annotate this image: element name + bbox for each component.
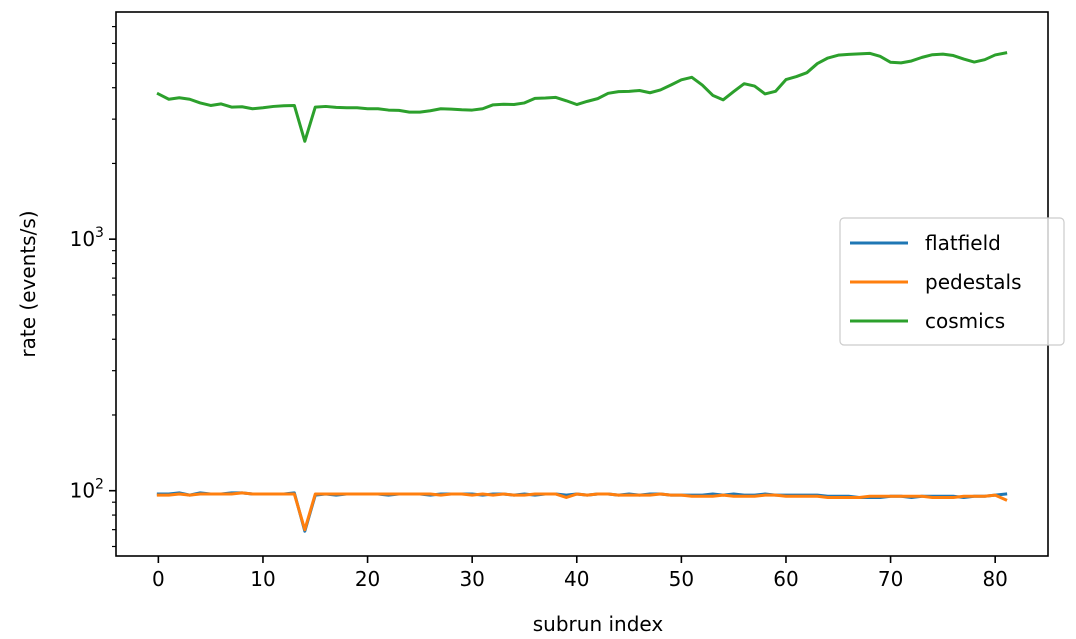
- x-tick-label: 10: [250, 567, 275, 591]
- y-tick-label: 102: [70, 477, 104, 503]
- x-tick-label: 30: [459, 567, 484, 591]
- series-line-pedestals: [156, 491, 1008, 532]
- x-axis-title: subrun index: [533, 612, 664, 636]
- y-axis-title: rate (events/s): [16, 210, 40, 357]
- x-tick-label: 40: [564, 567, 589, 591]
- x-tick-label: 0: [152, 567, 165, 591]
- x-axis: 0 10 20 30 40 50 60 70 80: [152, 556, 1008, 591]
- plot-area: [156, 51, 1008, 533]
- series-line-cosmics: [156, 51, 1008, 143]
- x-tick-label: 70: [878, 567, 903, 591]
- legend-box: [839, 217, 1065, 346]
- series-layer: [156, 51, 1008, 533]
- legend: flatfield pedestals cosmics: [839, 217, 1065, 346]
- legend-label-cosmics: cosmics: [925, 309, 1005, 333]
- x-tick-label: 80: [982, 567, 1007, 591]
- x-tick-label: 20: [355, 567, 380, 591]
- legend-label-flatfield: flatfield: [925, 231, 1001, 255]
- x-tick-label: 50: [669, 567, 694, 591]
- legend-label-pedestals: pedestals: [925, 270, 1022, 294]
- x-tick-label: 60: [773, 567, 798, 591]
- series-line-flatfield: [156, 491, 1008, 533]
- y-axis: 102 103: [70, 25, 116, 548]
- y-tick-label: 103: [70, 225, 104, 251]
